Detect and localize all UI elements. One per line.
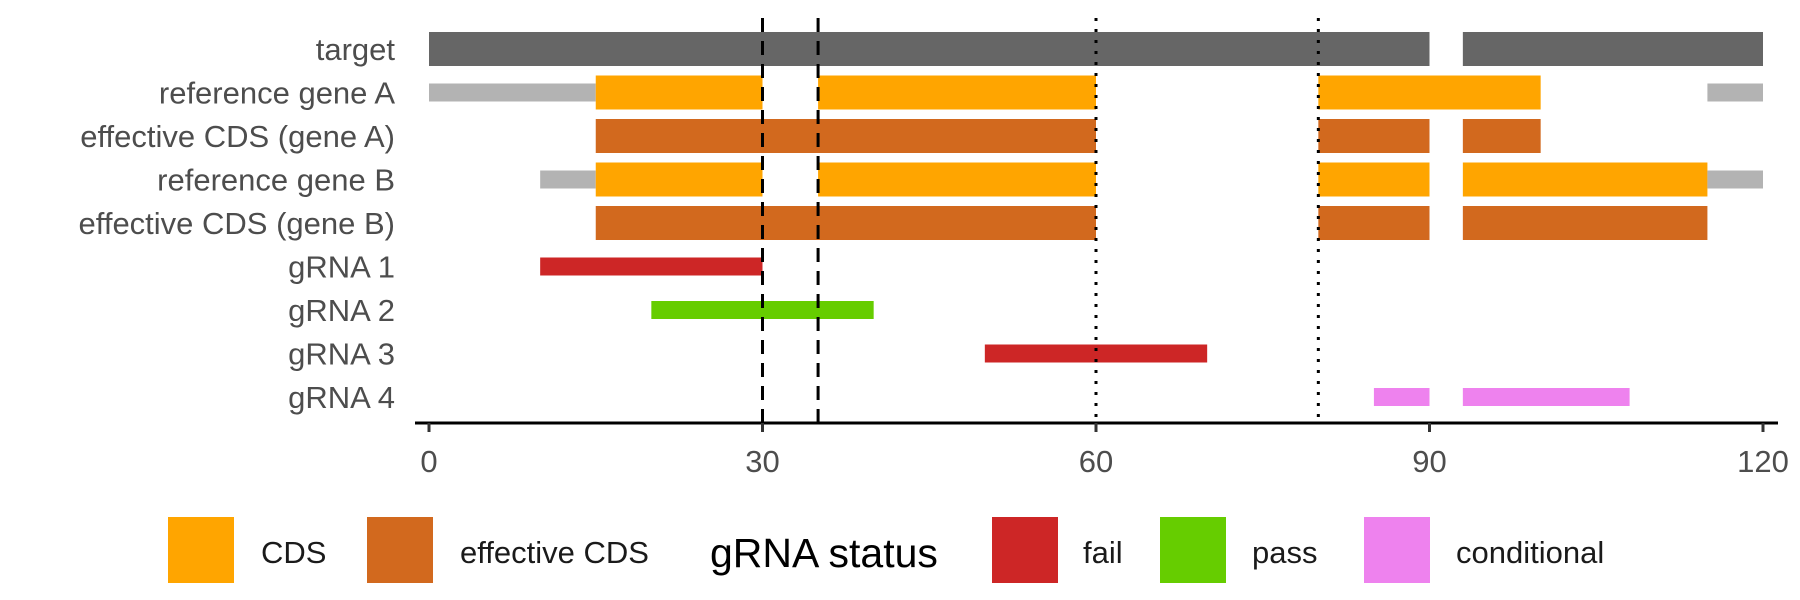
legend-title: gRNA status bbox=[710, 530, 938, 576]
row-label-reference-gene-a: reference gene A bbox=[159, 76, 395, 111]
x-tick-label-120: 120 bbox=[1737, 444, 1789, 479]
legend-label-effective-cds: effective CDS bbox=[460, 535, 649, 570]
segment-effective-cds-gene-b-effective-cds-16 bbox=[595, 206, 1096, 240]
segment-effective-cds-gene-b-effective-cds-17 bbox=[1318, 206, 1430, 240]
segment-reference-gene-a-cds-5 bbox=[1318, 75, 1541, 110]
segment-grna-3-fail-21 bbox=[984, 344, 1208, 363]
x-tick-label-30: 30 bbox=[745, 444, 779, 479]
x-tick-label-90: 90 bbox=[1412, 444, 1446, 479]
segment-reference-gene-b-utr-15 bbox=[1707, 170, 1763, 189]
segment-reference-gene-b-cds-14 bbox=[1462, 162, 1708, 197]
segment-grna-4-conditional-22 bbox=[1373, 388, 1430, 406]
row-label-grna-4: gRNA 4 bbox=[288, 380, 395, 415]
row-label-grna-1: gRNA 1 bbox=[288, 250, 395, 285]
segment-reference-gene-a-utr-2 bbox=[429, 83, 596, 102]
x-tick-label-0: 0 bbox=[420, 444, 437, 479]
legend-label-pass: pass bbox=[1252, 535, 1317, 570]
x-tick-label-60: 60 bbox=[1079, 444, 1113, 479]
row-label-target: target bbox=[316, 32, 396, 67]
segment-reference-gene-b-utr-10 bbox=[540, 170, 596, 189]
legend-key-pass bbox=[1160, 517, 1226, 583]
segment-effective-cds-gene-a-effective-cds-7 bbox=[595, 119, 1096, 153]
segment-reference-gene-a-cds-4 bbox=[818, 75, 1096, 110]
x-axis: 0 30 60 90 120 bbox=[415, 421, 1789, 479]
row-label-effective-cds-gene-a: effective CDS (gene A) bbox=[80, 119, 395, 154]
segment-target-target-0 bbox=[429, 32, 1430, 66]
segments-layer bbox=[429, 32, 1763, 406]
legend-key-conditional bbox=[1364, 517, 1430, 583]
legend-label-conditional: conditional bbox=[1456, 535, 1604, 570]
segment-reference-gene-b-cds-12 bbox=[818, 162, 1096, 197]
segment-reference-gene-b-cds-13 bbox=[1318, 162, 1430, 197]
segment-effective-cds-gene-b-effective-cds-18 bbox=[1462, 206, 1708, 240]
legend-key-effective-cds bbox=[367, 517, 433, 583]
y-axis: target reference gene A effective CDS (gen… bbox=[79, 32, 396, 415]
row-label-grna-3: gRNA 3 bbox=[288, 337, 395, 372]
segment-target-target-1 bbox=[1462, 32, 1763, 66]
segment-grna-1-fail-19 bbox=[540, 257, 763, 276]
segment-reference-gene-b-cds-11 bbox=[595, 162, 763, 197]
legend: CDS effective CDS gRNA status fail pass condi… bbox=[168, 517, 1604, 583]
segment-effective-cds-gene-a-effective-cds-9 bbox=[1462, 119, 1541, 153]
segment-reference-gene-a-utr-6 bbox=[1707, 83, 1763, 102]
segment-grna-4-conditional-23 bbox=[1462, 388, 1630, 406]
row-label-effective-cds-gene-b: effective CDS (gene B) bbox=[79, 206, 395, 241]
row-label-reference-gene-b: reference gene B bbox=[157, 163, 395, 198]
legend-key-fail bbox=[992, 517, 1058, 583]
legend-label-fail: fail bbox=[1083, 535, 1123, 570]
legend-label-cds: CDS bbox=[261, 535, 326, 570]
legend-key-cds bbox=[168, 517, 234, 583]
reference-lines-layer bbox=[761, 18, 1320, 423]
row-label-grna-2: gRNA 2 bbox=[288, 293, 395, 328]
segment-effective-cds-gene-a-effective-cds-8 bbox=[1318, 119, 1430, 153]
segment-reference-gene-a-cds-3 bbox=[595, 75, 763, 110]
